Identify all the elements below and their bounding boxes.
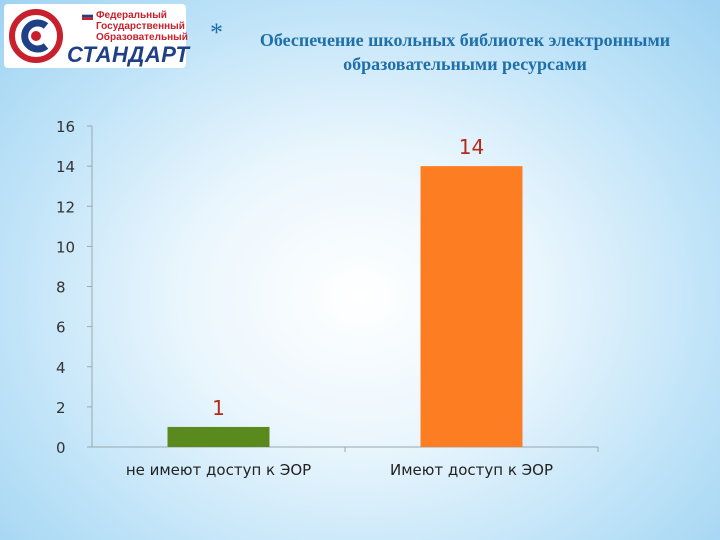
y-tick-label: 14: [56, 158, 75, 176]
logo-line-1: Федеральный: [96, 10, 167, 21]
logo-wordmark: СТАНДАРТ: [67, 42, 190, 67]
bar: [420, 166, 523, 447]
y-tick-label: 2: [56, 399, 66, 417]
y-tick-label: 10: [56, 238, 75, 256]
logo-line-2: Государственный: [96, 21, 185, 32]
y-tick-label: 4: [56, 359, 66, 377]
standard-logo: Федеральный Государственный Образователь…: [4, 4, 190, 68]
page-title-line-1: Обеспечение школьных библиотек электронн…: [259, 30, 671, 50]
standard-emblem-icon: [9, 9, 63, 63]
title-bullet: *: [210, 18, 223, 47]
y-tick-label: 8: [56, 279, 66, 297]
page-title: Обеспечение школьных библиотек электронн…: [230, 28, 700, 76]
logo-line-3: Образовательный: [96, 32, 188, 43]
logo-text: Федеральный Государственный Образователь…: [96, 10, 188, 43]
y-tick-label: 16: [56, 118, 75, 136]
bar: [167, 426, 270, 447]
x-category-label: не имеют доступ к ЭОР: [126, 461, 311, 479]
page-title-line-2: образовательными ресурсами: [343, 54, 587, 74]
y-tick-label: 6: [56, 319, 66, 337]
bar-data-label: 1: [212, 396, 225, 420]
y-tick-label: 0: [56, 439, 66, 457]
russian-flag-icon: [82, 12, 93, 20]
bar-data-label: 14: [459, 135, 484, 159]
y-tick-label: 12: [56, 198, 75, 216]
x-category-label: Имеют доступ к ЭОР: [390, 461, 553, 479]
